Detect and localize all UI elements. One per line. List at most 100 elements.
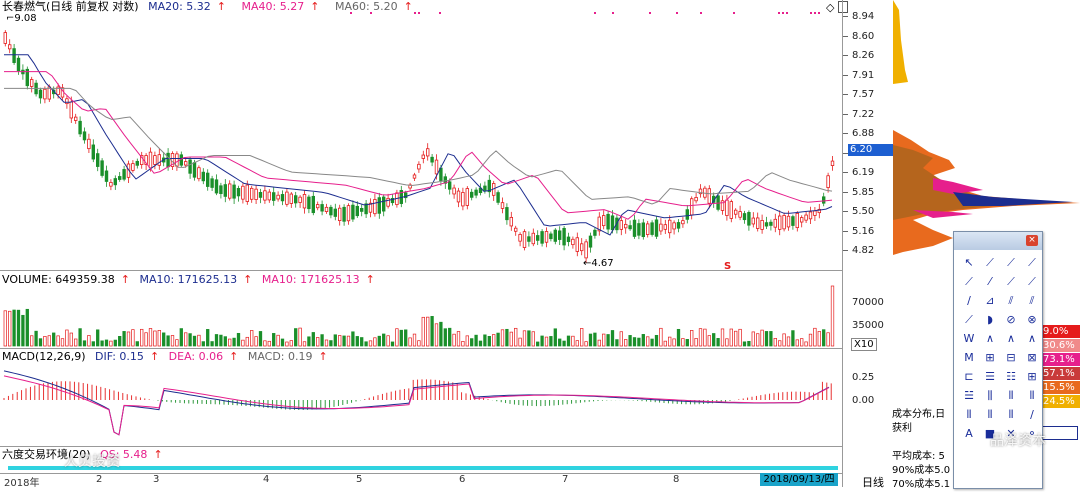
volume-bar <box>822 329 826 347</box>
volume-bar <box>25 308 29 347</box>
volume-bar <box>16 309 21 347</box>
draw-tool-18[interactable]: ∧ <box>1006 332 1016 345</box>
s-marker: S <box>724 261 732 272</box>
draw-tool-26[interactable]: ☷ <box>1006 370 1016 383</box>
candle-body <box>82 131 87 141</box>
date-0: 2018年 <box>4 478 40 489</box>
candle-body <box>685 209 689 220</box>
event-dot <box>612 12 614 14</box>
volume-bar <box>646 336 650 347</box>
draw-tool-19[interactable]: ∧ <box>1027 332 1037 345</box>
volume-bar <box>382 333 386 347</box>
volume-bar <box>82 340 87 347</box>
draw-tool-4[interactable]: ⟋ <box>965 275 973 288</box>
volume-bar <box>791 330 795 347</box>
draw-tool-20[interactable]: M <box>964 351 974 364</box>
draw-tool-13[interactable]: ◗ <box>987 313 993 326</box>
draw-tool-12[interactable]: ⟋ <box>965 313 973 326</box>
candle-body <box>56 86 60 95</box>
candle-body <box>74 116 78 121</box>
draw-tool-3[interactable]: ⟋ <box>1028 256 1036 269</box>
draw-tool-0[interactable]: ↖ <box>964 256 974 269</box>
dif-line <box>3 370 830 436</box>
draw-tool-35[interactable]: ∕ <box>1030 408 1034 421</box>
draw-tool-7[interactable]: ⟋ <box>1028 275 1036 288</box>
volume-bar <box>377 335 381 347</box>
draw-tool-2[interactable]: ⟋ <box>1007 256 1015 269</box>
draw-tool-10[interactable]: ⫽ <box>1008 294 1014 307</box>
cost-input[interactable] <box>1042 426 1078 440</box>
draw-tool-5[interactable]: ⁄ <box>989 275 991 288</box>
draw-tool-14[interactable]: ⊘ <box>1006 313 1016 326</box>
price-tick-6: 6.88 <box>852 128 875 139</box>
draw-tool-27[interactable]: ⊞ <box>1027 370 1037 383</box>
draw-tool-8[interactable]: ∕ <box>967 294 971 307</box>
draw-tool-17[interactable]: ∧ <box>985 332 995 345</box>
drawing-tool-palette[interactable]: × ↖ ⟋ ⟋ ⟋ ⟋ ⁄ ⟋ ⟋ ∕ ⊿ ⫽ ⫽ ⟋ ◗ ⊘ ⊗ W ∧ ∧ ∧ M ⊞ ⊟ ⊠ ⊏ ☰ ☷ ⊞ ☱ ⫼ ⦀ ⦀ ⦀ ⦀ ⦀ ∕ A ■… <box>953 231 1043 489</box>
draw-tool-22[interactable]: ⊟ <box>1006 351 1016 364</box>
volume-bar <box>399 329 403 347</box>
draw-tool-25[interactable]: ☰ <box>985 370 995 383</box>
draw-tool-23[interactable]: ⊠ <box>1027 351 1037 364</box>
draw-tool-36[interactable]: A <box>965 427 973 440</box>
volume-bar <box>298 327 302 347</box>
draw-tool-30[interactable]: ⦀ <box>1008 389 1014 402</box>
volume-bar <box>456 331 461 347</box>
volume-bar <box>751 331 755 347</box>
volume-bar <box>492 334 496 347</box>
volume-bar <box>712 333 716 347</box>
draw-tool-37[interactable]: ■ <box>984 427 996 440</box>
diamond-icon[interactable]: ◇ <box>826 1 835 14</box>
volume-bar <box>91 341 95 347</box>
draw-tool-32[interactable]: ⦀ <box>966 408 972 421</box>
palette-titlebar[interactable]: × <box>954 232 1042 250</box>
candle-body <box>311 195 315 214</box>
candle-body <box>148 151 153 169</box>
volume-bar <box>206 329 210 347</box>
draw-tool-11[interactable]: ⫽ <box>1029 294 1035 307</box>
volume-bar <box>439 321 443 347</box>
volume-bar <box>575 340 579 347</box>
draw-tool-31[interactable]: ⦀ <box>1029 389 1035 402</box>
volume-bar <box>346 335 351 347</box>
candle-body <box>175 153 179 167</box>
draw-tool-6[interactable]: ⟋ <box>1007 275 1015 288</box>
volume-bar <box>676 328 681 347</box>
volume-bar <box>619 331 623 347</box>
date-5: 6 <box>459 474 466 485</box>
volume-bar <box>734 330 738 347</box>
volume-bar <box>126 331 131 347</box>
candle-body <box>188 159 192 174</box>
draw-tool-28[interactable]: ☱ <box>964 389 974 402</box>
cost-line-1: 平均成本: 5 <box>892 451 945 462</box>
volume-bar <box>355 336 359 347</box>
candle-body <box>166 152 170 168</box>
volume-bar <box>87 335 91 347</box>
draw-tool-34[interactable]: ⦀ <box>1008 408 1014 421</box>
draw-tool-1[interactable]: ⟋ <box>986 256 994 269</box>
close-icon[interactable]: × <box>1026 235 1038 246</box>
draw-tool-9[interactable]: ⊿ <box>985 294 995 307</box>
date-1: 2 <box>96 474 103 485</box>
volume-bar <box>12 309 16 347</box>
volume-bar <box>56 335 60 347</box>
candle-body <box>637 223 641 236</box>
volume-bar <box>663 340 667 347</box>
draw-tool-38[interactable]: ✕ <box>1006 427 1016 440</box>
candle-body <box>271 192 276 201</box>
panel-toggle-icon[interactable] <box>838 1 848 13</box>
volume-bar <box>96 329 100 347</box>
draw-tool-29[interactable]: ⫼ <box>987 389 993 402</box>
volume-bar <box>716 338 720 347</box>
draw-tool-21[interactable]: ⊞ <box>985 351 995 364</box>
draw-tool-24[interactable]: ⊏ <box>964 370 974 383</box>
env-header: 六度交易环境(20) QS: 5.48 ↑ <box>2 448 163 461</box>
draw-tool-33[interactable]: ⦀ <box>987 408 993 421</box>
candle-body <box>469 191 474 198</box>
draw-tool-15[interactable]: ⊗ <box>1027 313 1037 326</box>
period-label[interactable]: 日线 <box>862 476 884 489</box>
volume-bars <box>3 285 835 347</box>
draw-tool-16[interactable]: W <box>963 332 975 345</box>
candle-body <box>430 156 434 163</box>
draw-tool-39[interactable]: ⚬ <box>1027 427 1037 440</box>
